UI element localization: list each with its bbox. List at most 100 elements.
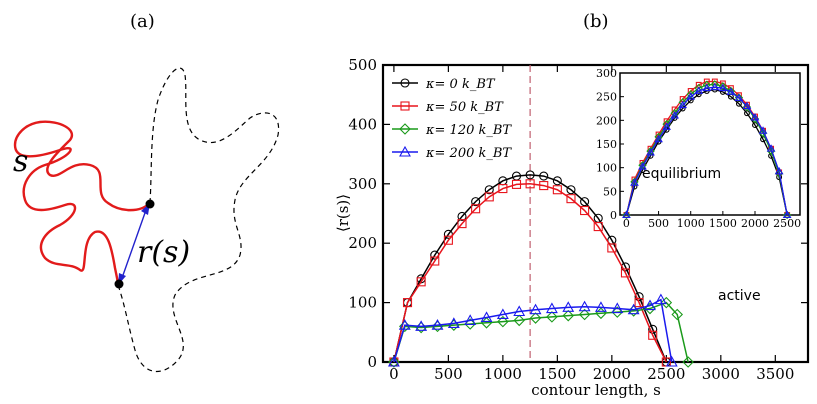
data-point <box>644 299 656 311</box>
data-point <box>529 312 542 324</box>
data-point <box>402 298 413 308</box>
inset-data-point <box>774 166 784 175</box>
legend-marker <box>400 78 410 88</box>
data-point <box>593 222 603 232</box>
data-point <box>546 311 558 323</box>
legend-entry: κ= 50 k_BT <box>425 100 504 115</box>
data-point <box>415 320 428 331</box>
main-plot-frame <box>381 63 810 364</box>
data-point <box>398 319 411 330</box>
inset-x-tick-label: 0 <box>623 217 630 230</box>
data-point <box>484 192 494 202</box>
chain-end-top <box>145 199 155 209</box>
data-point <box>496 308 509 320</box>
data-point <box>566 194 576 204</box>
inset-data-point <box>694 86 704 94</box>
series-1 <box>389 179 671 367</box>
y-tick-label: 100 <box>348 294 377 312</box>
inset-x-tick-label: 2500 <box>773 217 801 230</box>
data-point <box>552 176 562 186</box>
inset-data-point <box>630 178 639 186</box>
data-point <box>562 301 575 312</box>
inset-x-tick-label: 1000 <box>677 217 705 230</box>
inset-y-tick-label: 50 <box>603 185 617 198</box>
end-to-end-arrow <box>121 209 147 279</box>
red-chain <box>13 120 151 286</box>
inset-data-point <box>710 82 720 91</box>
inset-data-point <box>662 122 671 130</box>
x-tick-label: 3500 <box>756 365 794 383</box>
data-point <box>457 211 467 222</box>
data-point <box>654 293 667 305</box>
data-point <box>387 355 400 367</box>
series-line <box>393 301 689 363</box>
data-point <box>578 308 591 321</box>
data-point <box>431 319 444 330</box>
data-point <box>511 179 522 189</box>
data-point <box>513 314 525 327</box>
data-point <box>595 301 607 312</box>
inset-plot: 0 500 1000 1500 2000 2500 0 50 100 150 200 250 300 e… <box>596 67 801 230</box>
inset-x-tick-label: 2000 <box>741 217 769 230</box>
inset-data-point <box>718 82 728 91</box>
y-tick-label: 300 <box>348 175 377 193</box>
series-2 <box>388 296 694 368</box>
inset-axes: 0 500 1000 1500 2000 2500 0 50 100 150 200 250 300 <box>596 67 801 230</box>
x-tick-label: 2000 <box>593 365 631 383</box>
inset-data-point <box>726 87 736 95</box>
inset-data-point <box>782 210 792 218</box>
main-axes: 0 500 1000 1500 2000 2500 3000 3500010020030040… <box>348 56 808 383</box>
inset-data-point <box>718 83 728 92</box>
data-point <box>497 315 509 328</box>
data-point <box>665 355 678 367</box>
inset-data-point <box>646 148 655 156</box>
inset-y-tick-label: 100 <box>596 162 617 175</box>
data-point <box>539 171 549 181</box>
inset-data-point <box>678 100 688 109</box>
data-point <box>566 185 576 195</box>
inset-data-point <box>758 126 768 134</box>
inset-background <box>619 72 801 216</box>
panel-b: (b) 0 500 1000 1500 2000 2500 3000 350001002003… <box>334 11 810 399</box>
data-point <box>513 305 526 317</box>
y-tick-label: 400 <box>348 115 377 133</box>
legend-marker <box>399 123 411 135</box>
data-point <box>648 330 658 340</box>
equilibrium-annotation: equilibrium <box>642 166 721 182</box>
data-point <box>545 302 558 314</box>
inset-data-point <box>622 210 631 218</box>
inset-data-point <box>734 93 744 102</box>
data-point <box>443 235 453 245</box>
data-point <box>416 277 426 287</box>
data-point <box>447 317 460 328</box>
legend-entry: κ= 0 k_BT <box>425 77 496 92</box>
inset-x-tick-label: 1500 <box>709 217 737 230</box>
data-point <box>457 219 467 229</box>
y-tick-label: 200 <box>348 234 377 252</box>
data-point <box>529 303 542 315</box>
data-point <box>607 243 617 253</box>
data-point <box>682 356 694 368</box>
y-tick-label: 500 <box>348 56 377 74</box>
data-point <box>562 309 575 322</box>
x-tick-label: 1500 <box>538 365 576 383</box>
data-point <box>471 204 481 214</box>
data-point <box>552 185 562 195</box>
x-tick-label: 3000 <box>702 365 740 383</box>
legend: κ= 0 k_BT κ= 50 k_BT κ= 120 k_BT κ= 200 k_B… <box>392 77 512 161</box>
series-line <box>393 183 668 363</box>
data-point <box>525 170 535 180</box>
data-point <box>671 308 684 321</box>
data-point <box>578 300 591 312</box>
series-line <box>393 174 668 363</box>
legend-entry: κ= 120 k_BT <box>425 123 512 138</box>
r-label: r(s) <box>137 235 190 270</box>
data-point <box>634 292 644 302</box>
inset-data-point <box>686 92 696 100</box>
data-point <box>539 181 549 191</box>
inset-data-point <box>654 134 663 143</box>
data-point <box>634 298 644 308</box>
data-point <box>580 205 590 216</box>
data-point <box>627 303 640 315</box>
data-point <box>580 197 590 207</box>
